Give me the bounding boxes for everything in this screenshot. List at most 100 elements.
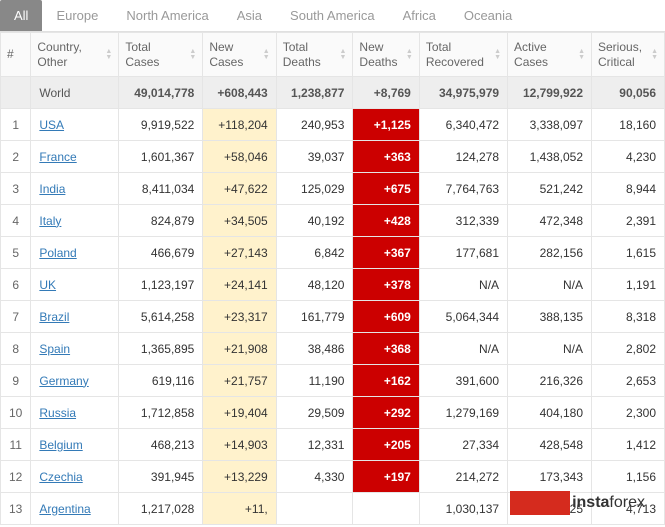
total-recovered: 6,340,472 (419, 109, 507, 141)
total-deaths: 6,842 (276, 237, 353, 269)
country-cell[interactable]: Germany (31, 365, 119, 397)
country-cell[interactable]: USA (31, 109, 119, 141)
col-header-3[interactable]: NewCases▲▼ (203, 33, 276, 77)
col-header-5[interactable]: NewDeaths▲▼ (353, 33, 419, 77)
total-cases: 49,014,778 (119, 77, 203, 109)
country-cell[interactable]: Argentina (31, 493, 119, 525)
country-link[interactable]: Argentina (39, 502, 90, 516)
sort-icon[interactable]: ▲▼ (263, 49, 270, 61)
tab-europe[interactable]: Europe (42, 0, 112, 31)
country-link[interactable]: Czechia (39, 470, 82, 484)
sort-icon[interactable]: ▲▼ (339, 49, 346, 61)
country-cell[interactable]: France (31, 141, 119, 173)
table-row: 11Belgium468,213+14,90312,331+20527,3344… (1, 429, 665, 461)
country-link[interactable]: USA (39, 118, 64, 132)
tab-all[interactable]: All (0, 0, 42, 31)
country-link[interactable]: Russia (39, 406, 76, 420)
col-header-7[interactable]: ActiveCases▲▼ (508, 33, 592, 77)
col-header-2[interactable]: TotalCases ▲▼ (119, 33, 203, 77)
country-link[interactable]: Germany (39, 374, 88, 388)
total-recovered: N/A (419, 269, 507, 301)
new-deaths: +363 (353, 141, 419, 173)
col-header-6[interactable]: TotalRecovered▲▼ (419, 33, 507, 77)
total-recovered: 1,030,137 (419, 493, 507, 525)
new-cases: +21,908 (203, 333, 276, 365)
total-recovered: 5,064,344 (419, 301, 507, 333)
country-cell[interactable]: Italy (31, 205, 119, 237)
row-num (1, 77, 31, 109)
col-label: Serious,Critical (598, 40, 642, 69)
sort-icon[interactable]: ▲▼ (651, 49, 658, 61)
active-cases: N/A (508, 269, 592, 301)
new-cases: +34,505 (203, 205, 276, 237)
tab-north-america[interactable]: North America (112, 0, 222, 31)
row-num: 5 (1, 237, 31, 269)
row-num: 11 (1, 429, 31, 461)
tab-africa[interactable]: Africa (389, 0, 450, 31)
country-cell[interactable]: UK (31, 269, 119, 301)
country-link[interactable]: Italy (39, 214, 61, 228)
country-link[interactable]: UK (39, 278, 56, 292)
country-link[interactable]: Poland (39, 246, 76, 260)
table-row: 4Italy824,879+34,50540,192+428312,339472… (1, 205, 665, 237)
sort-icon[interactable]: ▲▼ (578, 49, 585, 61)
active-cases: 472,348 (508, 205, 592, 237)
table-row: 3India8,411,034+47,622125,029+6757,764,7… (1, 173, 665, 205)
country-cell[interactable]: India (31, 173, 119, 205)
country-cell[interactable]: Spain (31, 333, 119, 365)
total-recovered: 27,334 (419, 429, 507, 461)
serious: 18,160 (592, 109, 665, 141)
table-row: 8Spain1,365,895+21,90838,486+368N/AN/A2,… (1, 333, 665, 365)
total-cases: 468,213 (119, 429, 203, 461)
row-num: 10 (1, 397, 31, 429)
col-header-8[interactable]: Serious,Critical ▲▼ (592, 33, 665, 77)
serious: 2,653 (592, 365, 665, 397)
country-cell[interactable]: Poland (31, 237, 119, 269)
active-cases: 3,338,097 (508, 109, 592, 141)
total-deaths: 161,779 (276, 301, 353, 333)
total-deaths: 12,331 (276, 429, 353, 461)
sort-icon[interactable]: ▲▼ (494, 49, 501, 61)
sort-icon[interactable]: ▲▼ (105, 49, 112, 61)
row-num: 8 (1, 333, 31, 365)
col-header-1[interactable]: Country,Other▲▼ (31, 33, 119, 77)
table-row: 2France1,601,367+58,04639,037+363124,278… (1, 141, 665, 173)
table-row: 12Czechia391,945+13,2294,330+197214,2721… (1, 461, 665, 493)
country-link[interactable]: India (39, 182, 65, 196)
serious: 8,318 (592, 301, 665, 333)
country-cell[interactable]: Czechia (31, 461, 119, 493)
total-cases: 9,919,522 (119, 109, 203, 141)
new-cases: +23,317 (203, 301, 276, 333)
total-cases: 5,614,258 (119, 301, 203, 333)
sort-icon[interactable]: ▲▼ (189, 49, 196, 61)
tab-oceania[interactable]: Oceania (450, 0, 526, 31)
watermark: instaforex (510, 491, 645, 515)
country-link[interactable]: France (39, 150, 76, 164)
row-num: 12 (1, 461, 31, 493)
total-cases: 1,365,895 (119, 333, 203, 365)
watermark-light: forex (609, 494, 645, 512)
new-cases: +118,204 (203, 109, 276, 141)
total-deaths: 40,192 (276, 205, 353, 237)
watermark-bold: insta (572, 494, 609, 512)
tab-asia[interactable]: Asia (223, 0, 276, 31)
new-deaths (353, 493, 419, 525)
col-header-0[interactable]: # (1, 33, 31, 77)
country-cell[interactable]: Belgium (31, 429, 119, 461)
tab-south-america[interactable]: South America (276, 0, 389, 31)
col-header-4[interactable]: TotalDeaths▲▼ (276, 33, 353, 77)
country-link[interactable]: Spain (39, 342, 70, 356)
col-label: TotalCases (125, 40, 159, 69)
total-deaths: 29,509 (276, 397, 353, 429)
new-cases: +608,443 (203, 77, 276, 109)
country-link[interactable]: Belgium (39, 438, 82, 452)
new-cases: +47,622 (203, 173, 276, 205)
table-row: 10Russia1,712,858+19,40429,509+2921,279,… (1, 397, 665, 429)
row-num: 3 (1, 173, 31, 205)
sort-icon[interactable]: ▲▼ (406, 49, 413, 61)
new-cases: +13,229 (203, 461, 276, 493)
country-link[interactable]: Brazil (39, 310, 69, 324)
country-cell[interactable]: Brazil (31, 301, 119, 333)
country-cell[interactable]: Russia (31, 397, 119, 429)
total-cases: 1,712,858 (119, 397, 203, 429)
